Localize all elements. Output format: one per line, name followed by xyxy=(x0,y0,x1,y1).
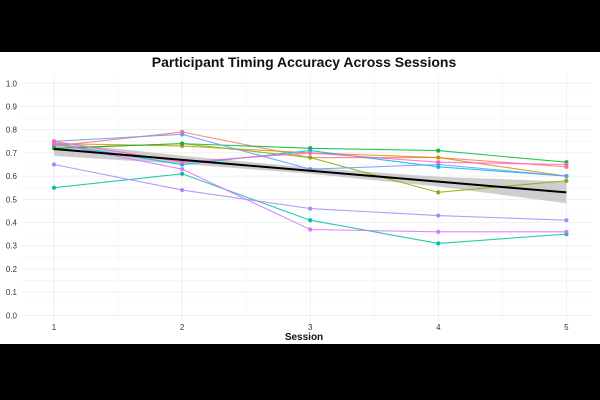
data-point xyxy=(51,162,57,167)
grid-layer xyxy=(22,74,592,320)
confidence-band-layer xyxy=(54,141,567,204)
x-tick-label: 5 xyxy=(564,323,569,332)
y-tick-label: 0.8 xyxy=(6,126,18,135)
data-point xyxy=(308,206,313,211)
data-point xyxy=(564,218,569,223)
data-point xyxy=(180,171,185,176)
data-point xyxy=(436,213,441,218)
data-point xyxy=(436,229,441,234)
data-point xyxy=(564,229,569,234)
y-tick-label: 0.1 xyxy=(6,288,18,297)
participant-series xyxy=(51,171,569,246)
participant-series xyxy=(51,162,569,223)
data-point xyxy=(51,139,57,144)
y-tick-label: 0.3 xyxy=(6,242,18,251)
data-point xyxy=(308,227,313,232)
y-tick-label: 0.0 xyxy=(6,311,18,320)
y-tick-label: 0.4 xyxy=(6,219,18,228)
x-axis-label: Session xyxy=(285,332,323,343)
data-point xyxy=(564,174,569,179)
data-point xyxy=(180,160,185,165)
confidence-band xyxy=(54,141,567,204)
y-tick-label: 0.7 xyxy=(6,149,18,158)
data-point xyxy=(308,155,313,160)
data-point xyxy=(180,141,185,146)
series-layer xyxy=(51,129,569,246)
y-tick-label: 0.6 xyxy=(6,172,18,181)
data-point xyxy=(436,241,441,246)
participant-series xyxy=(51,141,569,234)
y-tick-label: 1.0 xyxy=(6,79,18,88)
data-point xyxy=(308,218,313,223)
participant-series xyxy=(51,139,569,167)
data-point xyxy=(180,167,185,172)
trend-line xyxy=(53,147,567,194)
data-point xyxy=(308,150,313,156)
data-point xyxy=(51,185,57,190)
tick-label-layer: 0.0 0.1 0.2 0.3 0.4 0.5 0.6 0.7 0.8 0.9 1.0 1 2 3 4 5 xyxy=(6,79,569,332)
x-tick-label: 1 xyxy=(52,323,57,332)
data-point xyxy=(436,190,441,195)
y-tick-label: 0.2 xyxy=(6,265,18,274)
data-point xyxy=(180,132,185,137)
data-point xyxy=(436,160,441,165)
plot-panel: 0.0 0.1 0.2 0.3 0.4 0.5 0.6 0.7 0.8 0.9 1.0 1 2 3 4 5 P… xyxy=(0,52,600,344)
trend-line-layer xyxy=(53,147,567,194)
y-tick-label: 0.5 xyxy=(6,195,18,204)
data-point xyxy=(436,155,441,160)
x-tick-label: 3 xyxy=(308,323,313,332)
chart-title: Participant Timing Accuracy Across Sessi… xyxy=(152,54,457,70)
data-point xyxy=(436,148,441,153)
data-point xyxy=(180,187,185,193)
x-tick-label: 2 xyxy=(180,323,185,332)
data-point xyxy=(564,178,569,183)
data-point xyxy=(564,162,569,167)
y-tick-label: 0.9 xyxy=(6,102,18,111)
line-chart: 0.0 0.1 0.2 0.3 0.4 0.5 0.6 0.7 0.8 0.9 1.0 1 2 3 4 5 P… xyxy=(6,54,592,343)
x-tick-label: 4 xyxy=(436,323,441,332)
